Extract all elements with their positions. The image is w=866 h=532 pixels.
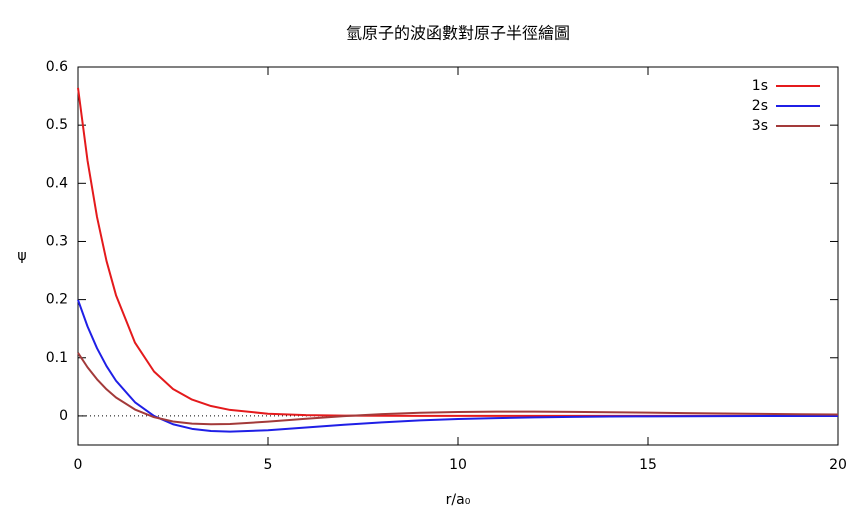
x-tick-label: 0	[74, 457, 83, 473]
legend-label: 2s	[752, 98, 768, 114]
x-tick-label: 15	[639, 457, 657, 473]
series-line	[77, 299, 838, 433]
series-line	[77, 352, 839, 426]
x-tick-label: 5	[264, 457, 273, 473]
y-axis-label: ψ	[17, 248, 26, 264]
legend-label: 3s	[752, 118, 768, 134]
y-tick-label: 0.5	[46, 117, 68, 133]
y-tick-label: 0.2	[46, 292, 68, 308]
plot-frame	[77, 66, 839, 446]
x-tick-label: 10	[449, 457, 467, 473]
x-axis-label: r/a₀	[446, 492, 471, 508]
series-line	[77, 87, 838, 417]
chart-title: 氫原子的波函數對原子半徑繪圖	[346, 24, 570, 43]
y-tick-label: 0.3	[46, 233, 68, 249]
y-tick-label: 0.1	[46, 350, 68, 366]
y-tick-label: 0	[59, 408, 68, 424]
legend-label: 1s	[752, 78, 768, 94]
y-tick-label: 0.4	[46, 175, 68, 191]
x-tick-label: 20	[829, 457, 847, 473]
y-tick-label: 0.6	[46, 59, 68, 75]
